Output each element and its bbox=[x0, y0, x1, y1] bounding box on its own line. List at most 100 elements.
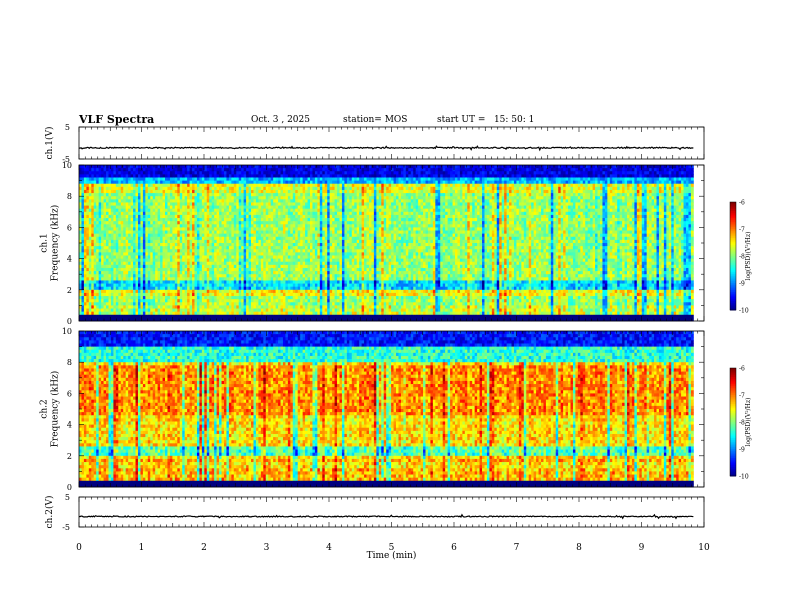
spectrogram-cell bbox=[131, 218, 134, 222]
spectrogram-cell bbox=[91, 302, 94, 306]
spectrogram-cell bbox=[143, 299, 146, 303]
spectrogram-cell bbox=[317, 255, 320, 259]
spectrogram-cell bbox=[177, 231, 180, 235]
spectrogram-cell bbox=[278, 271, 281, 275]
spectrogram-cell bbox=[131, 209, 134, 213]
spectrogram-cell bbox=[226, 309, 229, 313]
spectrogram-cell bbox=[239, 305, 242, 309]
spectrogram-cell bbox=[197, 246, 200, 250]
spectrogram-cell bbox=[244, 274, 247, 278]
spectrogram-cell bbox=[224, 184, 227, 188]
spectrogram-cell bbox=[320, 177, 323, 181]
spectrogram-cell bbox=[133, 296, 136, 300]
spectrogram-cell bbox=[155, 218, 158, 222]
spectrogram-cell bbox=[91, 209, 94, 213]
spectrogram-cell bbox=[202, 262, 205, 266]
spectrogram-cell bbox=[204, 315, 207, 319]
spectrogram-cell bbox=[180, 277, 183, 281]
spectrogram-cell bbox=[185, 293, 188, 297]
spectrogram-cell bbox=[234, 268, 237, 272]
spectrogram-cell bbox=[175, 218, 178, 222]
spectrogram-cell bbox=[136, 199, 139, 203]
spectrogram-cell bbox=[84, 302, 87, 306]
spectrogram-cell bbox=[111, 284, 114, 288]
spectrogram-cell bbox=[131, 259, 134, 263]
spectrogram-cell bbox=[258, 168, 261, 172]
spectrogram-cell bbox=[108, 231, 111, 235]
spectrogram-cell bbox=[155, 221, 158, 225]
spectrogram-cell bbox=[145, 171, 148, 175]
spectrogram-cell bbox=[268, 212, 271, 216]
spectrogram-cell bbox=[148, 312, 151, 316]
spectrogram-cell bbox=[251, 277, 254, 281]
spectrogram-cell bbox=[138, 174, 141, 178]
spectrogram-cell bbox=[187, 293, 190, 297]
spectrogram-cell bbox=[312, 315, 315, 319]
spectrogram-cell bbox=[153, 305, 156, 309]
spectrogram-cell bbox=[195, 246, 198, 250]
spectrogram-cell bbox=[145, 181, 148, 185]
spectrogram-cell bbox=[140, 255, 143, 259]
spectrogram-cell bbox=[113, 227, 116, 231]
spectrogram-cell bbox=[266, 255, 269, 259]
spectrogram-cell bbox=[167, 252, 170, 256]
spectrogram-cell bbox=[86, 293, 89, 297]
spectrogram-cell bbox=[180, 271, 183, 275]
spectrogram-cell bbox=[165, 268, 168, 272]
spectrogram-cell bbox=[121, 243, 124, 247]
spectrogram-cell bbox=[266, 174, 269, 178]
spectrogram-cell bbox=[212, 277, 215, 281]
spectrogram-cell bbox=[153, 284, 156, 288]
spectrogram-cell bbox=[89, 227, 92, 231]
spectrogram-cell bbox=[143, 168, 146, 172]
spectrogram-cell bbox=[261, 249, 264, 253]
spectrogram-cell bbox=[165, 293, 168, 297]
spectrogram-cell bbox=[121, 221, 124, 225]
spectrogram-cell bbox=[261, 165, 264, 169]
spectrogram-cell bbox=[231, 252, 234, 256]
spectrogram-cell bbox=[197, 196, 200, 200]
spectrogram-cell bbox=[89, 177, 92, 181]
spectrogram-cell bbox=[239, 218, 242, 222]
spectrogram-cell bbox=[315, 249, 318, 253]
spectrogram-cell bbox=[224, 293, 227, 297]
spectrogram-cell bbox=[182, 212, 185, 216]
spectrogram-cell bbox=[180, 231, 183, 235]
spectrogram-cell bbox=[172, 302, 175, 306]
spectrogram-cell bbox=[293, 255, 296, 259]
spectrogram-cell bbox=[81, 299, 84, 303]
spectrogram-cell bbox=[84, 268, 87, 272]
spectrogram-cell bbox=[281, 193, 284, 197]
spectrogram-cell bbox=[281, 240, 284, 244]
spectrogram-cell bbox=[204, 268, 207, 272]
spectrogram-cell bbox=[185, 221, 188, 225]
spectrogram-cell bbox=[187, 262, 190, 266]
spectrogram-cell bbox=[219, 287, 222, 291]
spectrogram-cell bbox=[219, 296, 222, 300]
spectrogram-cell bbox=[158, 171, 161, 175]
spectrogram-cell bbox=[177, 309, 180, 313]
spectrogram-cell bbox=[185, 284, 188, 288]
spectrogram-cell bbox=[180, 174, 183, 178]
spectrogram-cell bbox=[249, 296, 252, 300]
spectrogram-cell bbox=[251, 215, 254, 219]
spectrogram-cell bbox=[128, 215, 131, 219]
spectrogram-cell bbox=[263, 168, 266, 172]
spectrogram-cell bbox=[317, 284, 320, 288]
spectrogram-cell bbox=[165, 215, 168, 219]
spectrogram-cell bbox=[212, 206, 215, 210]
spectrogram-cell bbox=[305, 287, 308, 291]
spectrogram-cell bbox=[81, 268, 84, 272]
spectrogram-cell bbox=[315, 296, 318, 300]
spectrogram-cell bbox=[150, 280, 153, 284]
spectrogram-cell bbox=[111, 190, 114, 194]
spectrogram-cell bbox=[131, 181, 134, 185]
spectrogram-cell bbox=[140, 177, 143, 181]
spectrogram-cell bbox=[101, 196, 104, 200]
spectrogram-cell bbox=[133, 181, 136, 185]
spectrogram-cell bbox=[219, 299, 222, 303]
spectrogram-cell bbox=[197, 249, 200, 253]
spectrogram-cell bbox=[231, 302, 234, 306]
spectrogram-cell bbox=[229, 199, 232, 203]
spectrogram-cell bbox=[195, 284, 198, 288]
